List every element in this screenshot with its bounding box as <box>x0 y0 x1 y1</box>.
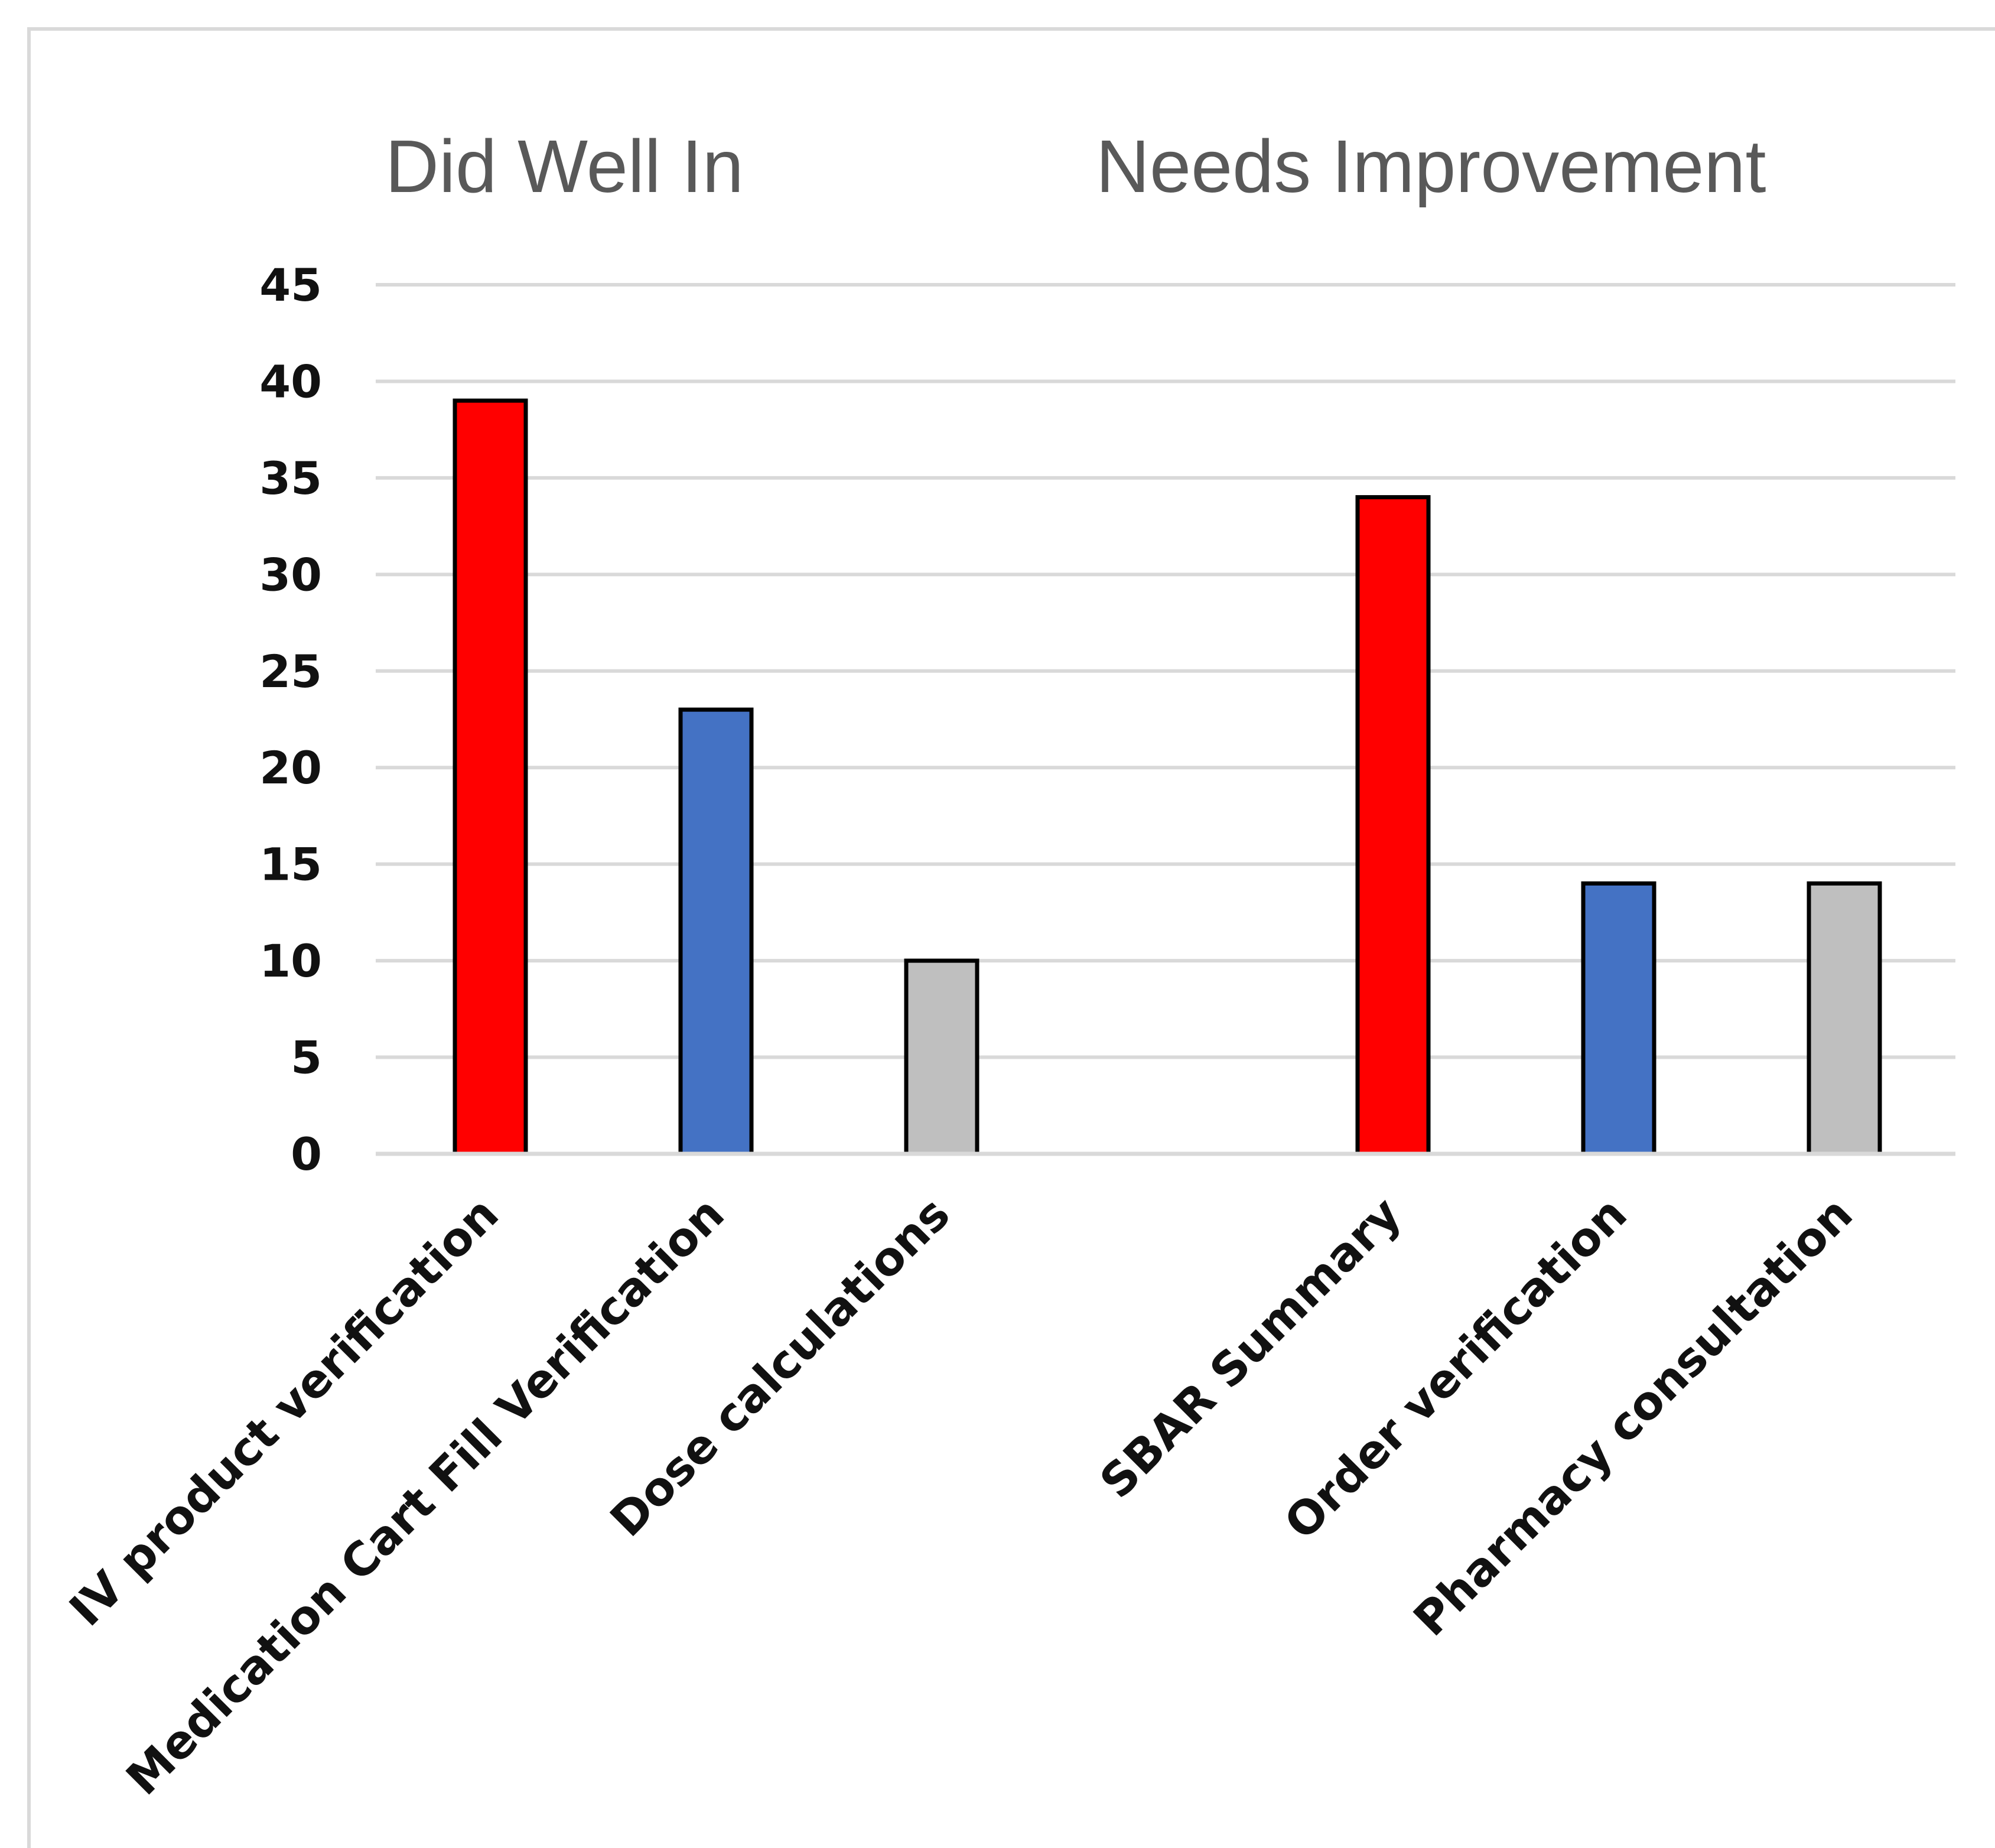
group-title: Did Well In <box>385 125 744 208</box>
y-tick-label: 40 <box>259 355 322 408</box>
group-titles: Did Well In Needs Improvement <box>385 125 1766 208</box>
y-tick-label: 10 <box>259 935 322 987</box>
y-tick-label: 0 <box>291 1128 322 1180</box>
bar <box>678 707 754 1156</box>
y-axis-ticks: 0 5 10 15 20 25 30 35 40 45 <box>259 259 322 1180</box>
bars <box>453 398 1882 1156</box>
y-tick-label: 45 <box>259 259 322 311</box>
bar <box>453 398 528 1156</box>
y-tick-label: 5 <box>291 1032 322 1084</box>
x-category-label: IV product verification <box>60 1187 509 1636</box>
y-tick-label: 20 <box>259 741 322 794</box>
bar <box>1355 495 1431 1156</box>
y-tick-label: 35 <box>259 452 322 505</box>
y-tick-label: 30 <box>259 548 322 601</box>
bar <box>1807 881 1882 1156</box>
bar <box>1581 881 1656 1156</box>
y-tick-label: 25 <box>259 645 322 698</box>
group-title: Needs Improvement <box>1096 125 1766 208</box>
chart-frame <box>27 27 1995 1848</box>
gridlines <box>376 283 1955 1059</box>
y-tick-label: 15 <box>259 838 322 891</box>
bar <box>904 958 979 1156</box>
x-category-label: Pharmacy consultation <box>1404 1187 1863 1647</box>
